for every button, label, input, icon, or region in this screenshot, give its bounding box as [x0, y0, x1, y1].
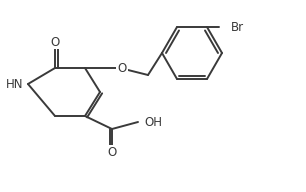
Text: O: O — [118, 61, 127, 74]
Text: O: O — [50, 36, 60, 49]
Text: OH: OH — [144, 116, 162, 128]
Text: O: O — [107, 146, 117, 159]
Text: HN: HN — [6, 78, 23, 90]
Text: Br: Br — [231, 21, 244, 34]
